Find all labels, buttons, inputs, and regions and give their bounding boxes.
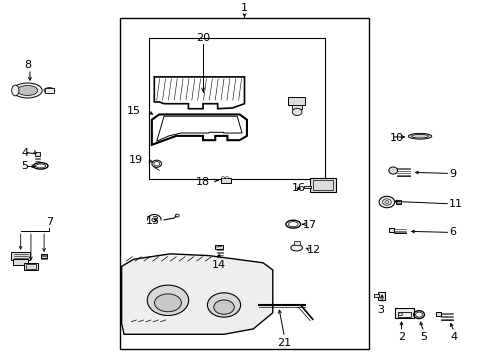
Text: 3: 3 <box>377 305 384 315</box>
Ellipse shape <box>410 134 428 138</box>
Circle shape <box>152 160 161 167</box>
Bar <box>312 180 332 190</box>
Ellipse shape <box>213 300 234 314</box>
Bar <box>13 259 28 265</box>
Bar <box>304 185 311 188</box>
Bar <box>388 229 393 232</box>
Bar <box>26 264 36 269</box>
Text: 16: 16 <box>292 183 305 193</box>
Polygon shape <box>157 116 242 141</box>
Text: 21: 21 <box>277 338 291 348</box>
Bar <box>373 294 378 297</box>
Bar <box>24 263 38 270</box>
Polygon shape <box>122 254 272 334</box>
Circle shape <box>225 177 228 179</box>
Bar <box>35 152 40 156</box>
Text: 10: 10 <box>389 133 403 143</box>
Text: 5: 5 <box>21 161 28 171</box>
Bar <box>120 18 368 348</box>
Bar <box>41 254 47 258</box>
Text: 5: 5 <box>420 333 427 342</box>
Circle shape <box>398 313 402 316</box>
Bar <box>288 96 305 105</box>
Ellipse shape <box>147 285 188 315</box>
Bar <box>293 241 299 245</box>
Bar <box>149 37 325 179</box>
Bar <box>377 292 384 300</box>
Text: 11: 11 <box>448 199 462 209</box>
Bar <box>310 179 335 192</box>
Text: 6: 6 <box>448 228 455 237</box>
Ellipse shape <box>13 83 42 98</box>
Ellipse shape <box>407 133 431 139</box>
Text: 19: 19 <box>129 155 143 165</box>
Text: 9: 9 <box>448 169 455 179</box>
Ellipse shape <box>12 85 19 96</box>
Ellipse shape <box>290 244 302 251</box>
Ellipse shape <box>17 85 38 95</box>
Circle shape <box>221 177 224 179</box>
Text: 4: 4 <box>449 333 457 342</box>
Circle shape <box>292 108 302 116</box>
Text: 1: 1 <box>241 3 247 13</box>
Bar <box>44 87 54 93</box>
Text: 15: 15 <box>126 106 141 116</box>
Text: 12: 12 <box>306 245 321 255</box>
Text: 2: 2 <box>397 333 404 342</box>
Ellipse shape <box>44 87 55 93</box>
Bar <box>11 252 30 260</box>
Ellipse shape <box>154 294 181 312</box>
Text: 20: 20 <box>196 33 210 43</box>
Bar <box>394 308 413 318</box>
Text: 8: 8 <box>24 60 31 70</box>
Bar <box>397 312 410 317</box>
Bar <box>292 105 302 109</box>
Text: 7: 7 <box>46 217 53 227</box>
Circle shape <box>384 201 388 203</box>
Text: 14: 14 <box>212 260 226 270</box>
Bar <box>435 312 440 316</box>
Bar <box>395 200 400 204</box>
Text: 13: 13 <box>146 216 160 226</box>
Ellipse shape <box>207 293 240 317</box>
Ellipse shape <box>388 167 397 174</box>
Text: 4: 4 <box>21 148 28 158</box>
Bar <box>221 179 230 183</box>
Text: 18: 18 <box>196 177 210 186</box>
Text: 17: 17 <box>303 220 317 230</box>
Circle shape <box>154 162 159 166</box>
Circle shape <box>378 196 394 208</box>
Bar <box>215 245 223 249</box>
